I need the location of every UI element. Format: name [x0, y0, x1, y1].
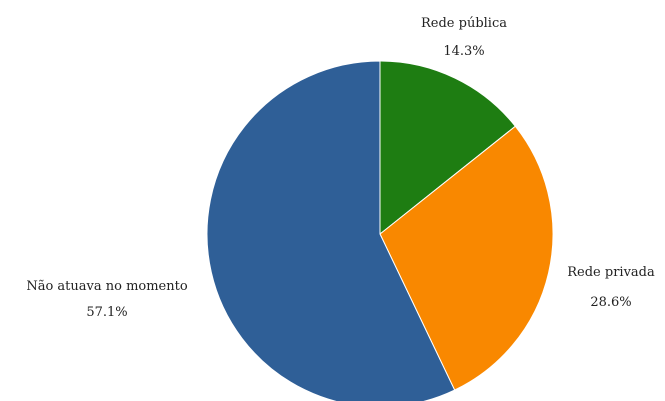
pie-slices — [206, 60, 554, 401]
pie-slice-nao-atuava — [206, 60, 456, 401]
slice-label-nao-atuava: Não atuava no momento — [26, 279, 188, 294]
slice-value-rede-publica: 14.3% — [443, 44, 484, 59]
slice-value-rede-privada: 28.6% — [590, 295, 631, 310]
slice-label-rede-publica: Rede pública — [421, 16, 507, 31]
pie-slice-rede-publica — [379, 60, 517, 236]
slice-value-nao-atuava: 57.1% — [86, 305, 127, 320]
slice-label-rede-privada: Rede privada — [567, 265, 655, 280]
